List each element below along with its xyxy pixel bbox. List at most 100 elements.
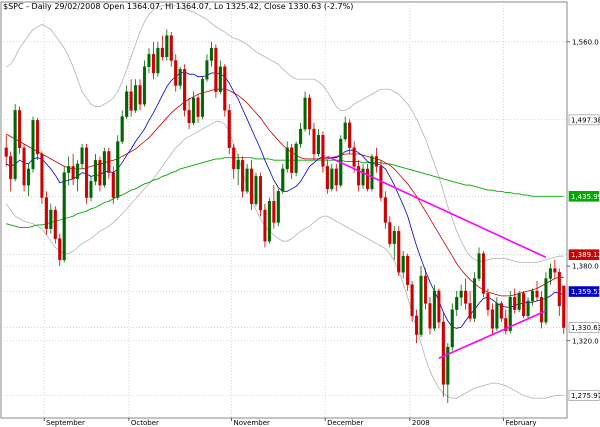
candle (477, 247, 481, 281)
candle (544, 272, 548, 325)
candle-body (325, 166, 329, 190)
candle-body (455, 296, 459, 310)
candle-body (321, 135, 325, 167)
candle-body (397, 230, 401, 273)
axes: 1,560.0 1,380.0 1,320.0 September October Nov… (43, 38, 599, 427)
value-tags: 1,497.38 1,435.99 1,389.12 1,359.53 1,330.63… (568, 114, 600, 401)
candle (330, 163, 334, 192)
bollinger-bands (5, 4, 564, 399)
candle-body (557, 272, 561, 307)
candle-body (548, 268, 552, 279)
candle (120, 110, 124, 144)
candle (464, 278, 468, 310)
candle-body (214, 47, 218, 92)
value-tag-label: 1,497.38 (571, 116, 600, 124)
candle-body (450, 309, 454, 348)
value-tag-label: 1,330.63 (571, 324, 600, 332)
candle (214, 44, 218, 98)
candle (53, 206, 57, 244)
candle-body (544, 278, 548, 323)
candle-body (299, 128, 303, 145)
grid (1, 2, 567, 418)
value-tag: 1,497.38 (568, 114, 600, 126)
candle (187, 97, 191, 130)
candle-body (84, 147, 89, 198)
y-tick-label: 1,320.0 (572, 337, 599, 345)
candle-body (281, 168, 285, 192)
candle (169, 31, 173, 67)
candle-body (388, 222, 392, 244)
candle-body (58, 238, 62, 261)
candle (290, 143, 294, 179)
candle (553, 259, 557, 279)
candle (250, 160, 254, 210)
candle-body (138, 85, 142, 105)
candle-body (495, 303, 499, 329)
candle-body (263, 209, 267, 242)
candle-body (526, 300, 530, 317)
candle-body (49, 209, 53, 229)
candle (419, 266, 423, 338)
candle (535, 280, 539, 301)
value-tag-label: 1,389.12 (571, 251, 600, 259)
candle-body (504, 318, 508, 332)
candle (205, 54, 209, 82)
candle-body (267, 201, 271, 242)
candle (232, 143, 236, 179)
candle (116, 135, 120, 201)
candle (138, 79, 142, 111)
candle-body (151, 54, 155, 74)
candle-body (26, 168, 31, 186)
candle-body (348, 122, 352, 148)
candle-body (383, 197, 387, 223)
candle (522, 290, 526, 319)
candle (406, 253, 410, 291)
candle (441, 313, 445, 397)
candle (423, 268, 428, 310)
candle-body (307, 97, 312, 130)
candle (450, 303, 454, 351)
value-tag: 1,330.63 (568, 322, 600, 333)
candle-body (343, 122, 347, 140)
bollinger-upper-line (6, 4, 564, 263)
candle-body (111, 172, 115, 198)
candle-body (22, 147, 26, 186)
trendlines (327, 155, 547, 359)
candle-body (18, 110, 22, 148)
candle (343, 116, 347, 142)
chart-title: $SPC - Daily 29/02/2008 Open 1364.07, Hi… (3, 2, 353, 11)
value-tag: 1,359.53 (568, 286, 600, 297)
candle-body (147, 54, 151, 67)
candle (267, 197, 271, 244)
candle (178, 66, 182, 90)
candle (156, 41, 160, 77)
x-tick-label: December (327, 419, 363, 427)
trendline (438, 310, 547, 359)
candle (486, 288, 490, 316)
candle (236, 153, 240, 186)
candle (134, 79, 138, 113)
candle (401, 251, 405, 279)
candle (9, 151, 13, 192)
candle (499, 300, 503, 323)
candle (316, 129, 320, 157)
candle-body (107, 151, 111, 173)
candle-body (218, 66, 222, 92)
candle-body (9, 156, 13, 180)
candle-body (531, 290, 535, 302)
candle (415, 309, 419, 344)
candle-body (290, 147, 294, 173)
candle-body (205, 60, 209, 80)
candle (455, 290, 459, 316)
candle-body (406, 255, 410, 285)
candle (80, 143, 84, 169)
value-tag-box (568, 191, 600, 202)
candle (325, 160, 329, 194)
candle-body (432, 290, 436, 329)
candle-body (272, 201, 276, 223)
candle-body (187, 110, 191, 124)
candle-body (71, 166, 75, 180)
candle (263, 203, 267, 248)
candle (495, 297, 499, 331)
candle-body (508, 296, 512, 332)
